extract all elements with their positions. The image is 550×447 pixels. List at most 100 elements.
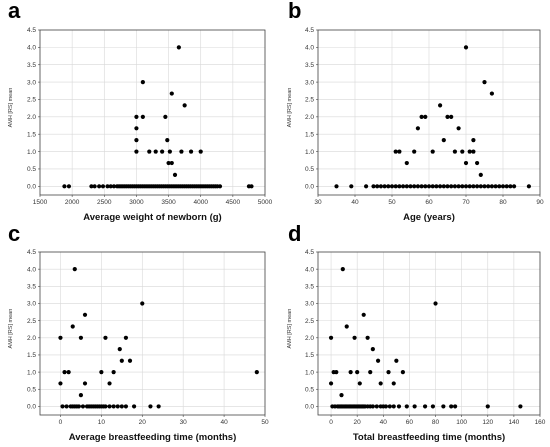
data-point [66, 370, 71, 375]
plot-frame [39, 29, 266, 196]
data-point [370, 404, 375, 409]
y-axis-label: AMH [RS] mean [8, 88, 14, 128]
data-point [82, 381, 88, 386]
x-tick-label: 70 [462, 199, 470, 206]
x-tick-label: 60 [406, 419, 414, 426]
data-point [463, 45, 469, 50]
data-point [163, 114, 168, 119]
x-tick-label: 40 [380, 419, 388, 426]
data-point [140, 301, 145, 306]
data-point [441, 138, 446, 143]
x-tick-label: 90 [536, 199, 544, 206]
data-point [445, 184, 450, 189]
panel-letter: c [8, 221, 20, 246]
data-point [334, 370, 339, 375]
x-tick-label: 30 [314, 199, 322, 206]
data-point [111, 184, 117, 189]
data-point [412, 404, 417, 409]
data-point [419, 184, 424, 189]
y-tick-label: 3.5 [305, 284, 314, 291]
data-point [328, 335, 334, 340]
x-tick-label: 40 [351, 199, 359, 206]
y-tick-label: 4.0 [305, 266, 314, 273]
x-tick-label: 60 [425, 199, 433, 206]
data-point [386, 370, 391, 375]
data-point [467, 184, 472, 189]
y-tick-label: 2.0 [27, 114, 36, 121]
data-point [415, 126, 420, 131]
chart-panel-b: b 30 40 50 60 70 80 90 0.0 0.5 1.0 1.5 2.0 2.5 3.0 3.5 4… [287, 0, 544, 223]
y-tick-label: 2.5 [27, 318, 36, 325]
data-point [147, 149, 152, 154]
data-point [389, 184, 395, 189]
data-point [471, 149, 476, 154]
data-point [387, 404, 392, 409]
y-tick-label: 2.0 [305, 114, 314, 121]
data-point [485, 404, 490, 409]
data-point [463, 184, 469, 189]
y-tick-label: 1.0 [305, 369, 314, 376]
data-point [198, 149, 203, 154]
data-point [58, 381, 63, 386]
y-tick-label: 1.5 [27, 131, 36, 138]
data-point [169, 91, 174, 96]
data-point [456, 184, 461, 189]
y-tick-label: 2.5 [27, 97, 36, 104]
y-tick-label: 3.0 [27, 301, 36, 308]
data-point [486, 184, 491, 189]
x-tick-label: 5000 [258, 199, 273, 206]
data-point [500, 184, 506, 189]
y-tick-label: 0.0 [305, 404, 314, 411]
data-point [160, 149, 165, 154]
data-point [401, 184, 406, 189]
data-point [58, 335, 63, 340]
y-tick-label: 4.0 [27, 266, 36, 273]
data-point [70, 324, 75, 329]
data-point [412, 149, 417, 154]
data-point [78, 335, 84, 340]
y-tick-label: 2.5 [305, 318, 314, 325]
data-point [445, 114, 450, 119]
panel-letter: d [288, 221, 301, 246]
data-point [422, 404, 428, 409]
data-point [382, 184, 387, 189]
data-point [482, 80, 487, 85]
data-point [460, 184, 465, 189]
data-point [117, 347, 122, 352]
y-tick-label: 0.0 [27, 184, 36, 191]
data-point [441, 404, 446, 409]
data-point [467, 149, 472, 154]
data-point [357, 381, 362, 386]
data-point [438, 103, 443, 108]
data-point [423, 114, 428, 119]
data-point [396, 404, 402, 409]
y-tick-label: 0.5 [305, 386, 314, 393]
data-point [340, 267, 345, 272]
data-point [368, 370, 373, 375]
y-axis-label: AMH [RS] mean [287, 88, 293, 128]
data-point [123, 404, 129, 409]
x-tick-label: 10 [98, 419, 106, 426]
y-tick-label: 4.0 [305, 45, 314, 52]
data-point [365, 335, 370, 340]
y-tick-label: 1.5 [27, 352, 36, 359]
data-point [179, 149, 184, 154]
data-point [430, 149, 435, 154]
data-point [99, 370, 104, 375]
y-tick-label: 3.0 [305, 301, 314, 308]
data-point [361, 312, 366, 317]
data-point [400, 370, 405, 375]
data-point [115, 404, 120, 409]
chart-panel-a: a 1500 2000 2500 3000 3500 4000 4500 5000 0.0 0.5 1… [8, 0, 273, 223]
y-tick-label: 2.5 [305, 97, 314, 104]
y-tick-label: 3.5 [27, 62, 36, 69]
data-point [404, 160, 409, 166]
x-tick-label: 160 [535, 419, 546, 426]
data-point [452, 149, 457, 154]
x-tick-label: 1500 [33, 199, 48, 206]
data-point [78, 392, 84, 398]
data-point [80, 404, 86, 409]
data-point [404, 184, 409, 189]
data-point [169, 160, 174, 166]
data-point [426, 184, 432, 189]
